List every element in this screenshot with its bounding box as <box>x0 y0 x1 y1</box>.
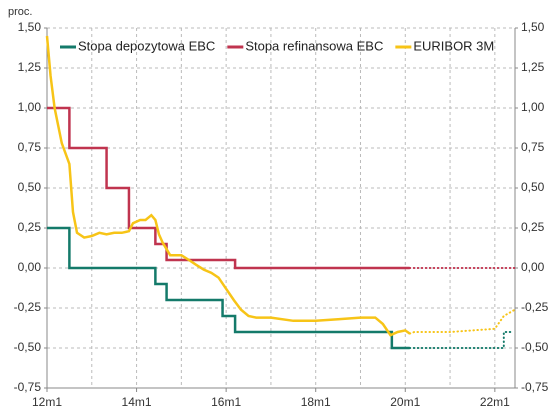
y-tick-label: -0,75 <box>14 380 42 394</box>
y2-tick-label: 0,25 <box>521 220 545 234</box>
y2-tick-label: -0,50 <box>521 340 549 354</box>
y2-tick-label: 1,25 <box>521 60 545 74</box>
legend-label: Stopa depozytowa EBC <box>78 38 215 53</box>
y2-tick-label: 1,00 <box>521 100 545 114</box>
legend: Stopa depozytowa EBC Stopa refinansowa EB… <box>60 38 494 53</box>
y2-tick-label: 1,50 <box>521 20 545 34</box>
y-tick-label: 1,25 <box>18 60 42 74</box>
x-tick-label: 20m1 <box>390 395 420 409</box>
y-tick-label: 1,50 <box>18 20 42 34</box>
series-line <box>47 226 410 350</box>
y-tick-label: 1,00 <box>18 100 42 114</box>
forecast-line <box>408 308 516 335</box>
y-tick-label: -0,25 <box>14 300 42 314</box>
series-line <box>47 106 410 270</box>
legend-label: Stopa refinansowa EBC <box>245 38 383 53</box>
x-tick-label: 22m1 <box>480 395 510 409</box>
y-tick-label: 0,00 <box>18 260 42 274</box>
x-tick-label: 14m1 <box>122 395 152 409</box>
y-tick-label: -0,50 <box>14 340 42 354</box>
x-tick-label: 18m1 <box>301 395 331 409</box>
x-tick-label: 12m1 <box>32 395 62 409</box>
y-tick-label: 0,25 <box>18 220 42 234</box>
y-unit: proc. <box>8 6 32 18</box>
forecast-line <box>408 331 514 349</box>
y2-tick-label: 0,50 <box>521 180 545 194</box>
y2-tick-label: -0,75 <box>521 380 549 394</box>
x-tick-label: 16m1 <box>211 395 241 409</box>
y2-tick-label: -0,25 <box>521 300 549 314</box>
y-tick-label: 0,50 <box>18 180 42 194</box>
series-line <box>45 35 411 337</box>
y2-tick-label: 0,00 <box>521 260 545 274</box>
y2-tick-label: 0,75 <box>521 140 545 154</box>
y-tick-label: 0,75 <box>18 140 42 154</box>
legend-label: EURIBOR 3M <box>413 38 494 53</box>
